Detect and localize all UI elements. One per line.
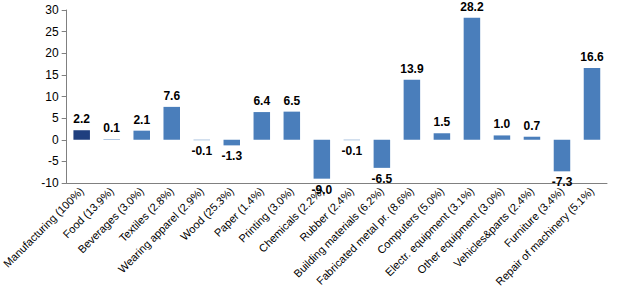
svg-text:Wearing apparel (2.9%): Wearing apparel (2.9%) <box>115 184 206 276</box>
svg-text:-5: -5 <box>48 154 59 168</box>
svg-text:2.2: 2.2 <box>73 112 90 126</box>
svg-text:0: 0 <box>52 133 59 147</box>
svg-text:15: 15 <box>45 68 59 82</box>
svg-text:-9.0: -9.0 <box>311 183 332 197</box>
svg-text:-1.3: -1.3 <box>221 149 242 163</box>
svg-text:25: 25 <box>45 25 59 39</box>
svg-text:5: 5 <box>52 111 59 125</box>
svg-text:-7.3: -7.3 <box>552 175 573 189</box>
svg-text:6.4: 6.4 <box>253 94 270 108</box>
svg-text:-0.1: -0.1 <box>191 144 212 158</box>
svg-text:Computers (5.0%): Computers (5.0%) <box>374 184 447 257</box>
svg-text:Food (13.9%): Food (13.9%) <box>60 185 116 241</box>
svg-text:Vehicles&parts (2.4%): Vehicles&parts (2.4%) <box>451 184 537 270</box>
svg-text:-0.1: -0.1 <box>342 144 363 158</box>
svg-text:Textiles (2.8%): Textiles (2.8%) <box>116 184 176 245</box>
svg-text:0.1: 0.1 <box>103 121 120 135</box>
svg-text:Repair of machinery (5.1%): Repair of machinery (5.1%) <box>493 185 596 288</box>
svg-text:Wood (25.3%): Wood (25.3%) <box>178 184 236 243</box>
svg-text:6.5: 6.5 <box>283 94 300 108</box>
svg-text:-6.5: -6.5 <box>372 172 393 186</box>
svg-text:30: 30 <box>45 3 59 17</box>
svg-text:Printing (3.0%): Printing (3.0%) <box>236 184 297 245</box>
svg-text:0.7: 0.7 <box>524 119 541 133</box>
svg-text:10: 10 <box>45 90 59 104</box>
svg-text:13.9: 13.9 <box>400 62 424 76</box>
svg-text:Manufacturing (100%): Manufacturing (100%) <box>1 184 86 270</box>
svg-text:7.6: 7.6 <box>163 89 180 103</box>
svg-text:Rubber (2.4%): Rubber (2.4%) <box>297 184 357 244</box>
svg-text:Beverages (3.0%): Beverages (3.0%) <box>75 184 146 256</box>
svg-text:Other equipment (3.0%): Other equipment (3.0%) <box>414 184 507 277</box>
svg-text:1.0: 1.0 <box>494 117 511 131</box>
svg-text:16.6: 16.6 <box>580 50 604 64</box>
svg-text:1.5: 1.5 <box>434 115 451 129</box>
svg-text:Building materials (6.2%): Building materials (6.2%) <box>291 184 387 280</box>
svg-text:28.2: 28.2 <box>460 0 484 14</box>
svg-text:Fabricated metal pr. (8.6%): Fabricated metal pr. (8.6%) <box>314 184 417 287</box>
svg-text:20: 20 <box>45 46 59 60</box>
svg-text:Chemicals (2.2%): Chemicals (2.2%) <box>256 184 327 255</box>
svg-text:2.1: 2.1 <box>133 113 150 127</box>
svg-text:Furniture (3.4%): Furniture (3.4%) <box>501 184 567 250</box>
svg-text:-10: -10 <box>41 176 59 190</box>
svg-text:Electr. equipment (3.1%): Electr. equipment (3.1%) <box>382 184 477 279</box>
svg-text:Paper (1.4%): Paper (1.4%) <box>211 184 266 239</box>
